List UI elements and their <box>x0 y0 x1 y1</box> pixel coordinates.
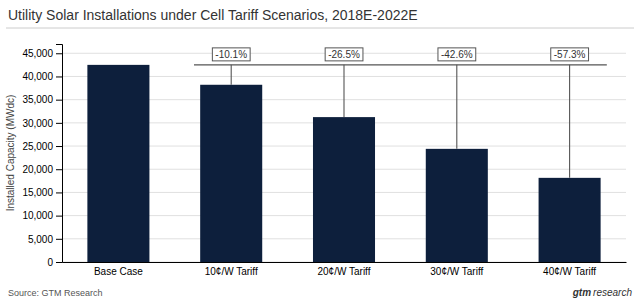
y-tick-mark <box>56 262 62 263</box>
annotation: -57.3% <box>551 48 589 61</box>
x-tick: Base Case <box>94 266 143 277</box>
y-axis: 0 5,000 10,000 15,000 20,000 25,000 30,000 35,0… <box>22 45 62 268</box>
y-tick-mark <box>56 146 62 147</box>
annotation-label: -57.3% <box>554 49 586 60</box>
x-tick: 40¢/W Tariff <box>543 266 596 277</box>
annotation-box <box>212 48 250 61</box>
y-tick-label: 25,000 <box>22 141 53 152</box>
reference-line <box>194 64 607 65</box>
annotation-box <box>551 48 589 61</box>
x-axis: Base Case 10¢/W Tariff 20¢/W Tariff 30¢/W T… <box>63 263 627 278</box>
y-tick-mark <box>56 76 62 77</box>
annotation-box <box>438 48 476 61</box>
y-tick: 0 <box>47 257 62 268</box>
difference-line <box>569 65 570 178</box>
annotation-label: -42.6% <box>441 49 473 60</box>
y-tick: 30,000 <box>22 118 62 129</box>
y-tick: 25,000 <box>22 141 62 152</box>
annotation-label: -26.5% <box>328 49 360 60</box>
chart: Utility Solar Installations under Cell T… <box>0 0 640 304</box>
y-tick-label: 15,000 <box>22 187 53 198</box>
y-tick: 20,000 <box>22 164 62 175</box>
y-tick-mark <box>56 192 62 193</box>
y-tick-mark <box>56 123 62 124</box>
y-tick-label: 45,000 <box>22 48 53 59</box>
y-axis-title: Installed Capacity (MWdc) <box>5 95 16 212</box>
difference-line <box>456 65 457 149</box>
x-tick-label: 20¢/W Tariff <box>318 266 371 277</box>
y-tick: 45,000 <box>22 48 62 59</box>
y-tick-label: 35,000 <box>22 94 53 105</box>
source: Source: GTM Research <box>8 288 103 298</box>
annotation: -42.6% <box>438 48 476 61</box>
y-tick-label: 20,000 <box>22 164 53 175</box>
y-tick-mark <box>56 216 62 217</box>
x-tick: 10¢/W Tariff <box>205 266 258 277</box>
grid <box>62 53 626 262</box>
annotation-box <box>325 48 363 61</box>
x-tick-label: 30¢/W Tariff <box>430 266 483 277</box>
annotation-label: -10.1% <box>215 49 247 60</box>
y-tick: 5,000 <box>28 234 62 245</box>
x-tick-label: 10¢/W Tariff <box>205 266 258 277</box>
y-tick-label: 30,000 <box>22 118 53 129</box>
bar <box>87 65 149 262</box>
difference-line <box>343 65 344 117</box>
y-tick-label: 40,000 <box>22 71 53 82</box>
marks <box>87 65 606 262</box>
y-tick: 10,000 <box>22 210 62 221</box>
bar <box>313 117 375 262</box>
x-tick: 30¢/W Tariff <box>430 266 483 277</box>
y-tick-label: 0 <box>47 257 53 268</box>
annotation: -10.1% <box>212 48 250 61</box>
x-axis-line <box>63 262 627 263</box>
y-axis-line <box>56 45 63 263</box>
bar <box>426 149 488 262</box>
annotation: -26.5% <box>325 48 363 61</box>
y-tick-mark <box>56 53 62 54</box>
y-tick-label: 5,000 <box>28 234 53 245</box>
x-tick-label: Base Case <box>94 266 143 277</box>
y-tick: 35,000 <box>22 94 62 105</box>
bar <box>200 85 262 262</box>
y-tick-label: 10,000 <box>22 210 53 221</box>
bar <box>539 178 601 262</box>
y-tick-mark <box>56 100 62 101</box>
y-tick: 40,000 <box>22 71 62 82</box>
watermark-part: gtm <box>572 287 591 298</box>
annotations: -10.1% -26.5% -42.6% -57.3% <box>212 48 588 61</box>
plot: 0 5,000 10,000 15,000 20,000 25,000 30,000 35,0… <box>22 45 626 278</box>
watermark-part: research <box>593 287 632 298</box>
title: Utility Solar Installations under Cell T… <box>8 7 418 23</box>
y-tick-mark <box>56 239 62 240</box>
watermark: gtmresearch <box>572 287 633 298</box>
y-tick: 15,000 <box>22 187 62 198</box>
difference-line <box>231 65 232 85</box>
y-tick-mark <box>56 169 62 170</box>
separator <box>6 28 634 29</box>
x-tick-label: 40¢/W Tariff <box>543 266 596 277</box>
x-tick: 20¢/W Tariff <box>318 266 371 277</box>
